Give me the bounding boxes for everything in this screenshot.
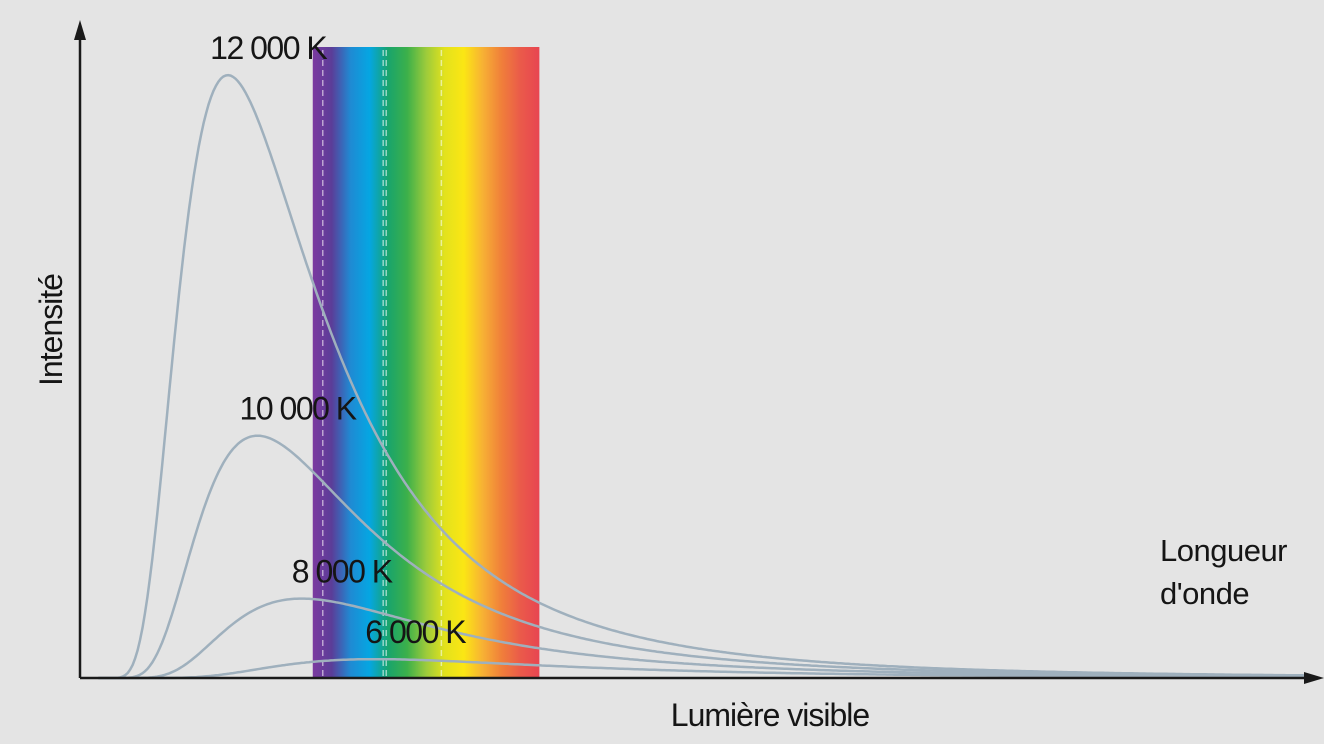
curve-labels: 12 000 K 10 000 K 8 000 K 6 000 K: [210, 30, 468, 650]
y-axis-arrow-icon: [74, 20, 86, 40]
curve-10000k: [98, 434, 1304, 680]
x-axis-label-line-1: Longueur: [1160, 533, 1287, 568]
curve-label-6000k: 6 000 K: [365, 614, 466, 650]
x-axis-label-line-2: d'onde: [1160, 576, 1249, 611]
curve-label-10000k: 10 000 K: [240, 391, 357, 427]
band-label: Lumière visible: [671, 697, 870, 733]
curve-6000k: [98, 657, 1304, 680]
curve-label-12000k: 12 000 K: [210, 30, 327, 66]
curve-label-8000k: 8 000 K: [292, 554, 393, 590]
curves-group: [98, 73, 1304, 680]
curve-12000k: [98, 73, 1304, 680]
band-dividers: [322, 50, 443, 678]
x-axis-arrow-icon: [1304, 672, 1324, 684]
y-axis-label: Intensité: [33, 274, 69, 386]
